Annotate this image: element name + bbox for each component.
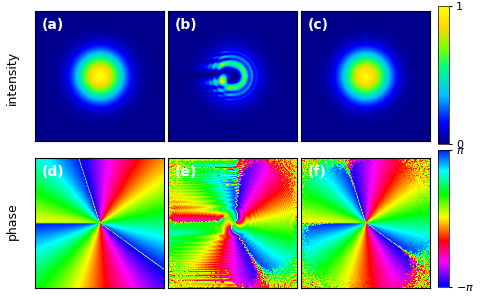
Text: (c): (c) — [308, 18, 328, 32]
Text: (d): (d) — [42, 165, 64, 179]
Text: (f): (f) — [308, 165, 326, 179]
Text: phase: phase — [6, 202, 19, 240]
Text: (a): (a) — [42, 18, 64, 32]
Text: intensity: intensity — [6, 51, 19, 105]
Text: (b): (b) — [174, 18, 197, 32]
Text: (e): (e) — [174, 165, 197, 179]
